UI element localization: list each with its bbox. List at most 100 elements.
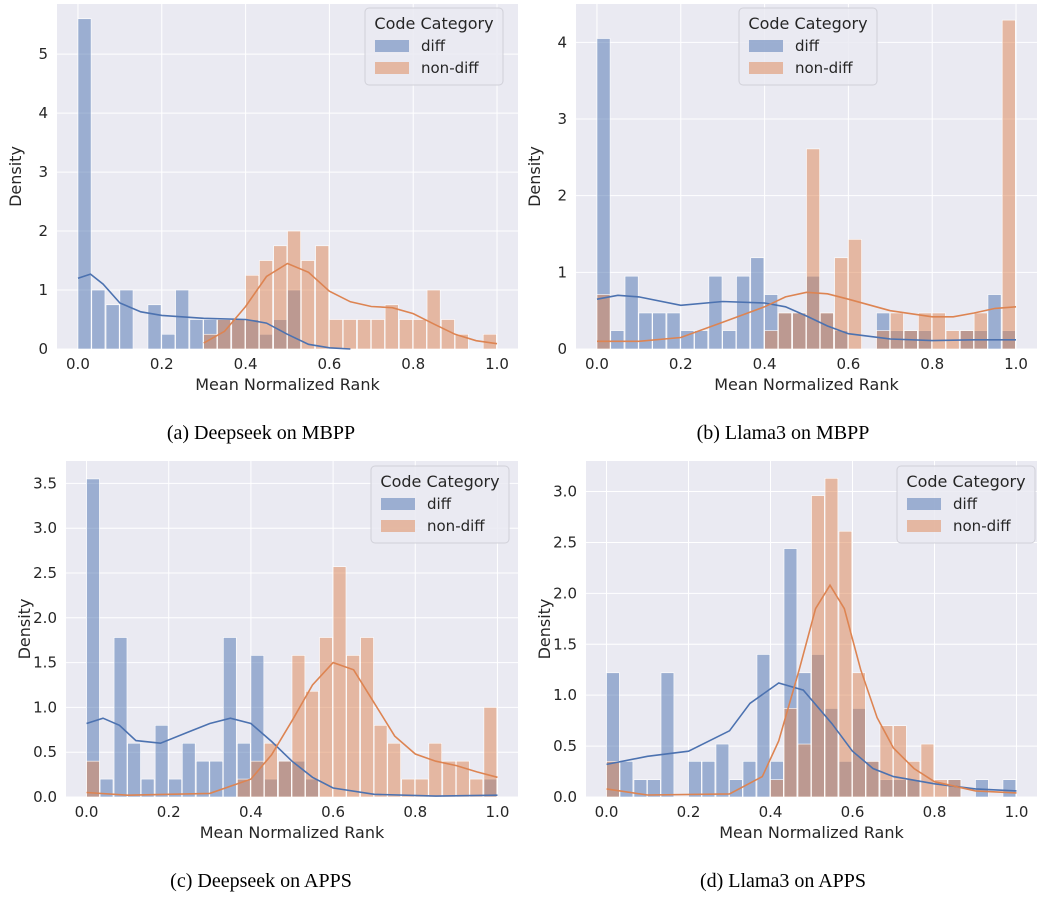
x-tick-label: 1.0	[485, 355, 509, 373]
bar-non-diff	[287, 230, 301, 350]
y-tick-label: 2.5	[33, 564, 57, 582]
bar-diff	[647, 779, 661, 798]
x-tick-label: 0.0	[75, 803, 99, 821]
bar-non-diff	[273, 245, 288, 350]
chart-panel-3: 0.0 0.2 0.4 0.6 0.8 1.0 0.0 0.5 1.0 1.5 2.0 2.5 3.0 3…	[15, 461, 518, 842]
legend-swatch-non-diff	[375, 62, 409, 74]
legend-swatch-diff	[375, 40, 409, 52]
y-tick-label: 4	[38, 104, 48, 122]
x-tick-label: 1.0	[1005, 803, 1029, 821]
bar-non-diff	[820, 312, 834, 350]
y-tick-label: 1	[557, 263, 567, 281]
x-tick-label: 0.8	[403, 803, 427, 821]
bar-non-diff	[876, 330, 890, 350]
bar-non-diff	[384, 304, 399, 350]
bar-non-diff	[838, 530, 853, 798]
legend-swatch-diff	[381, 498, 415, 510]
bar-diff	[161, 333, 176, 350]
y-tick-label: 2.0	[33, 609, 57, 627]
bar-diff	[660, 672, 675, 798]
y-tick-label: 1.0	[553, 686, 577, 704]
kde-line-non-diff	[203, 262, 498, 345]
legend-swatch-non-diff	[749, 62, 783, 74]
bar-diff	[701, 761, 716, 798]
bar-non-diff	[1001, 19, 1016, 350]
bar-non-diff	[606, 761, 620, 798]
y-axis-label: Density	[535, 599, 554, 660]
bar-non-diff	[770, 779, 784, 798]
bar-non-diff	[278, 760, 292, 798]
chart-panel-4: 0.0 0.2 0.4 0.6 0.8 1.0 0.0 0.5 1.0 1.5 2.0 2.5 3.0 M…	[535, 461, 1037, 842]
bar-diff	[722, 330, 737, 350]
y-tick-label: 5	[38, 45, 48, 63]
bar-non-diff	[469, 778, 484, 798]
bar-non-diff	[346, 655, 360, 798]
bar-diff	[619, 761, 634, 798]
x-tick-label: 0.8	[920, 355, 944, 373]
bar-diff	[168, 778, 182, 798]
bar-diff	[680, 330, 695, 350]
legend-label-diff: diff	[795, 37, 820, 55]
kde-line-non-diff	[597, 291, 1017, 343]
bar-non-diff	[947, 779, 962, 798]
kde-line-non-diff	[86, 661, 498, 797]
bar-diff	[666, 312, 681, 350]
bar-non-diff	[357, 319, 371, 350]
bar-non-diff	[865, 761, 880, 798]
bar-non-diff	[918, 312, 932, 350]
y-tick-label: 1.0	[33, 698, 57, 716]
legend-label-non-diff: non-diff	[421, 59, 479, 77]
legend-swatch-non-diff	[381, 520, 415, 532]
x-tick-label: 0.0	[585, 355, 609, 373]
bar-non-diff	[797, 743, 812, 798]
bar-diff	[624, 275, 639, 350]
x-tick-label: 0.2	[150, 355, 174, 373]
bar-diff	[987, 294, 1002, 350]
y-tick-label: 0	[557, 340, 567, 358]
legend-label-diff: diff	[427, 495, 452, 513]
y-axis-label: Density	[15, 599, 34, 660]
kde-line-diff	[77, 273, 351, 350]
legend-label-diff: diff	[421, 37, 446, 55]
bar-non-diff	[920, 743, 935, 798]
bar-non-diff	[264, 742, 278, 798]
legend-label-diff: diff	[953, 495, 978, 513]
bar-non-diff	[890, 312, 904, 350]
bar-diff	[610, 330, 625, 350]
bar-non-diff	[319, 637, 333, 798]
y-axis-label: Density	[525, 146, 544, 207]
bar-non-diff	[305, 690, 319, 798]
x-tick-label: 0.4	[759, 803, 783, 821]
bar-non-diff	[792, 312, 807, 350]
y-tick-label: 3.5	[33, 474, 57, 492]
x-tick-label: 0.2	[157, 803, 181, 821]
bar-non-diff	[231, 319, 246, 350]
bar-non-diff	[401, 778, 415, 798]
bar-diff	[694, 330, 709, 350]
y-tick-label: 0.0	[553, 788, 577, 806]
bar-diff	[209, 760, 224, 798]
bar-non-diff	[245, 274, 260, 350]
x-tick-label: 0.6	[317, 355, 341, 373]
legend: Code Category diff non-diff	[364, 7, 504, 86]
y-tick-label: 3	[557, 110, 567, 128]
bar-diff	[189, 319, 204, 350]
bar-diff	[127, 742, 141, 798]
y-tick-label: 3.0	[553, 483, 577, 501]
y-tick-label: 0	[38, 340, 48, 358]
x-tick-label: 0.6	[836, 355, 860, 373]
legend: Code Category diff non-diff	[738, 7, 878, 86]
bar-diff	[688, 761, 702, 798]
bar-non-diff	[852, 672, 866, 798]
y-tick-label: 2	[557, 187, 567, 205]
legend-label-non-diff: non-diff	[427, 517, 485, 535]
bar-diff	[638, 312, 653, 350]
bar-non-diff	[387, 742, 401, 798]
y-tick-label: 4	[557, 33, 567, 51]
bar-non-diff	[596, 294, 611, 350]
bar-non-diff	[848, 239, 862, 350]
x-tick-label: 0.6	[321, 803, 345, 821]
bar-non-diff	[414, 778, 429, 798]
y-axis-label: Density	[6, 146, 25, 207]
